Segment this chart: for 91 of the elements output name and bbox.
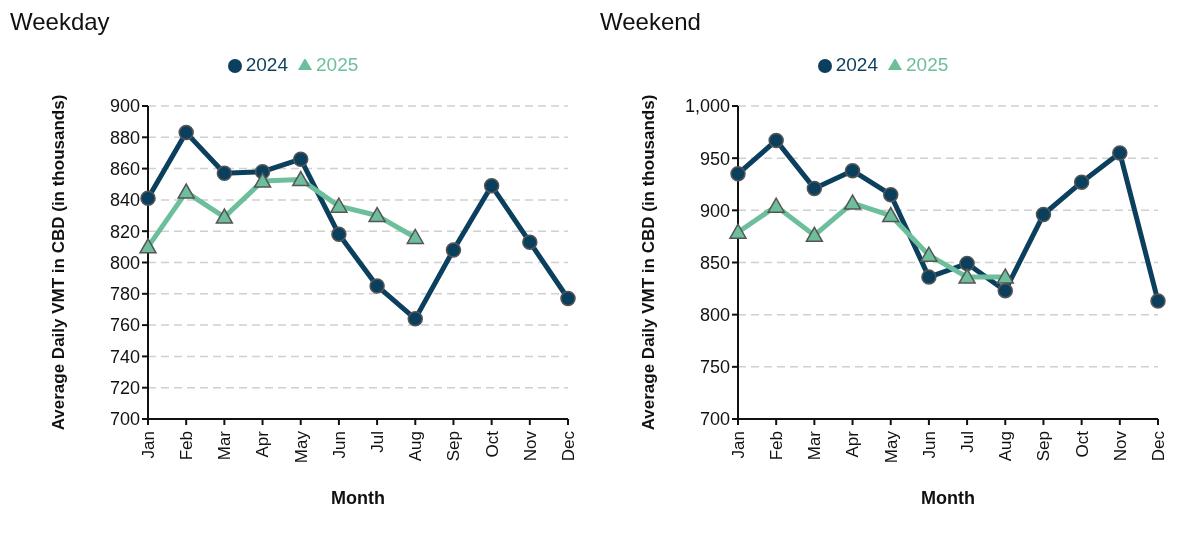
y-tick-label: 720 bbox=[109, 378, 140, 399]
point bbox=[330, 197, 348, 213]
point bbox=[1035, 206, 1052, 223]
x-tick-label: Mar bbox=[215, 430, 235, 461]
x-tick-label: Apr bbox=[253, 430, 273, 458]
point bbox=[253, 172, 272, 188]
point bbox=[767, 197, 785, 213]
x-tick-label: Aug bbox=[996, 431, 1016, 462]
point bbox=[483, 178, 500, 194]
point bbox=[881, 206, 900, 223]
y-tick-label: 760 bbox=[109, 315, 140, 336]
y-tick-label: 880 bbox=[109, 127, 140, 148]
y-tick-label: 850 bbox=[699, 252, 730, 273]
point bbox=[407, 311, 424, 327]
point bbox=[368, 206, 386, 223]
x-tick-label: Feb bbox=[177, 431, 197, 461]
legend-label: 2024 bbox=[835, 54, 878, 75]
x-tick-label: Oct bbox=[1072, 430, 1092, 458]
point bbox=[882, 186, 899, 203]
point bbox=[369, 278, 385, 294]
point bbox=[177, 183, 195, 199]
point bbox=[331, 226, 347, 243]
x-tick-label: Sep bbox=[444, 431, 464, 462]
legend-label: 2025 bbox=[316, 54, 359, 75]
x-tick-label: Nov bbox=[1110, 430, 1130, 462]
x-axis-title: Month bbox=[921, 488, 975, 508]
x-tick-label: Jul bbox=[368, 431, 388, 453]
y-tick-label: 840 bbox=[109, 190, 140, 211]
point bbox=[178, 124, 194, 141]
point bbox=[958, 268, 976, 284]
point bbox=[139, 238, 157, 254]
x-axis-title: Month bbox=[331, 488, 385, 508]
point bbox=[215, 208, 234, 224]
point bbox=[730, 166, 746, 182]
x-tick-label: Aug bbox=[406, 431, 426, 462]
chart-title: Weekday bbox=[9, 8, 111, 37]
y-tick-label: 860 bbox=[109, 158, 140, 179]
point bbox=[959, 255, 975, 272]
chart-title: Weekend bbox=[599, 8, 702, 37]
point bbox=[806, 180, 823, 197]
point bbox=[1150, 293, 1166, 309]
y-tick-label: 950 bbox=[699, 148, 730, 169]
x-tick-label: Jul bbox=[958, 431, 978, 453]
x-tick-label: Nov bbox=[520, 430, 540, 462]
point bbox=[997, 282, 1014, 299]
point bbox=[216, 165, 233, 182]
y-tick-label: 1,000 bbox=[684, 96, 730, 117]
point bbox=[291, 170, 310, 187]
x-tick-label: Jun bbox=[919, 431, 939, 459]
y-axis-title: Average Daily VMT in CBD (in thousands) bbox=[49, 94, 69, 431]
point bbox=[768, 132, 784, 149]
point bbox=[805, 226, 824, 243]
point bbox=[844, 162, 861, 179]
x-tick-label: Dec bbox=[558, 430, 578, 462]
x-tick-label: May bbox=[291, 430, 311, 464]
legend-label: 2025 bbox=[906, 54, 949, 75]
x-tick-label: May bbox=[881, 430, 901, 464]
point bbox=[843, 194, 862, 210]
x-tick-label: Sep bbox=[1034, 431, 1054, 462]
x-tick-label: Jan bbox=[138, 431, 158, 459]
point bbox=[729, 223, 747, 239]
point bbox=[920, 246, 938, 262]
point bbox=[292, 151, 309, 167]
x-tick-label: Mar bbox=[805, 430, 825, 461]
point bbox=[996, 268, 1015, 284]
y-tick-label: 900 bbox=[109, 96, 140, 117]
y-tick-label: 700 bbox=[699, 409, 730, 430]
x-tick-label: Apr bbox=[843, 430, 863, 458]
point bbox=[1073, 174, 1090, 190]
point bbox=[140, 190, 156, 207]
x-tick-label: Feb bbox=[767, 431, 787, 461]
y-tick-label: 820 bbox=[109, 221, 140, 242]
y-axis-title: Average Daily VMT in CBD (in thousands) bbox=[639, 94, 659, 431]
y-tick-label: 780 bbox=[109, 284, 140, 305]
y-tick-label: 800 bbox=[699, 305, 730, 326]
x-tick-label: Jun bbox=[329, 431, 349, 459]
x-tick-label: Jan bbox=[728, 431, 748, 459]
y-tick-label: 800 bbox=[109, 252, 140, 273]
point bbox=[406, 228, 425, 245]
y-tick-label: 900 bbox=[699, 200, 730, 221]
x-tick-label: Dec bbox=[1148, 430, 1168, 462]
point bbox=[1112, 145, 1128, 161]
x-tick-label: Oct bbox=[482, 430, 502, 458]
y-tick-label: 750 bbox=[699, 357, 730, 378]
point bbox=[921, 269, 937, 285]
point bbox=[445, 242, 462, 258]
legend-label: 2024 bbox=[245, 54, 288, 75]
y-tick-label: 740 bbox=[109, 346, 140, 367]
point bbox=[522, 234, 538, 250]
point bbox=[560, 290, 576, 307]
y-tick-label: 700 bbox=[109, 409, 140, 430]
